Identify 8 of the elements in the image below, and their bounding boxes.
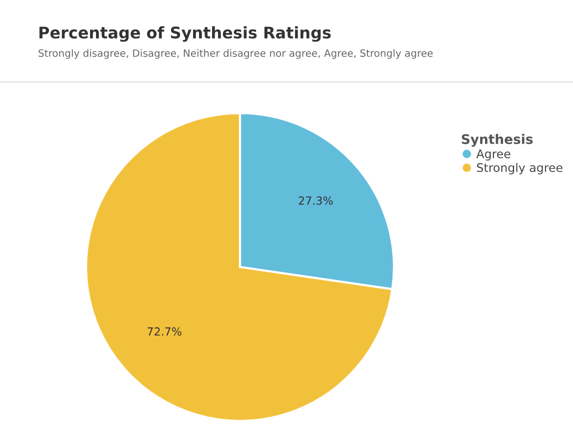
chart-subtitle: Strongly disagree, Disagree, Neither disagree nor agree, Agree, Strongly agree xyxy=(38,49,433,59)
chart-title: Percentage of Synthesis Ratings xyxy=(39,26,331,42)
data-label: 27.3% xyxy=(298,196,333,205)
legend-label: Strongly agree xyxy=(477,162,562,174)
data-label: 72.7% xyxy=(148,327,182,336)
legend-title: Synthesis xyxy=(462,134,533,147)
pie-slice xyxy=(85,112,394,422)
legend-label: Agree xyxy=(476,150,510,161)
